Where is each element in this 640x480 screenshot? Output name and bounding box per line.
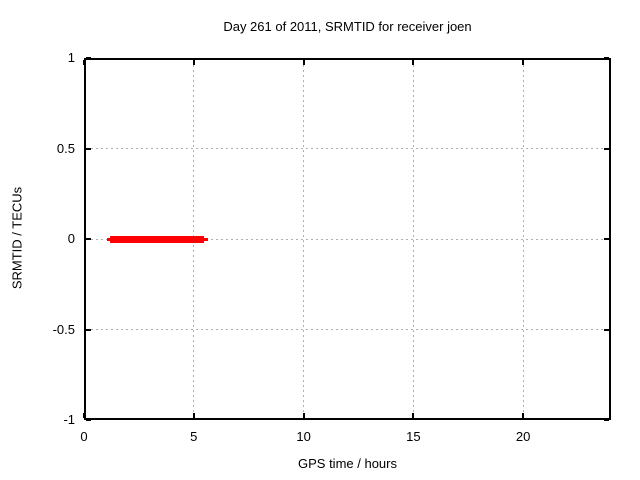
tick-mark [302, 413, 305, 418]
tick-mark [86, 328, 91, 331]
tick-mark [86, 147, 91, 150]
tick-mark [86, 238, 91, 240]
tick-mark [192, 60, 195, 65]
tick-mark [192, 413, 195, 418]
tick-mark [83, 413, 85, 418]
tick-mark [604, 147, 609, 150]
tick-mark [412, 413, 415, 418]
plot-area [84, 58, 611, 420]
tick-mark [412, 60, 415, 65]
x-tick-label: 5 [190, 429, 198, 444]
tick-mark [86, 419, 91, 421]
tick-mark [604, 238, 609, 240]
gridline-horizontal [86, 238, 609, 240]
tick-mark [604, 328, 609, 331]
tick-mark [83, 60, 85, 65]
x-tick-label: 10 [296, 429, 311, 444]
chart-title: Day 261 of 2011, SRMTID for receiver joe… [223, 19, 472, 34]
gridline-horizontal [86, 148, 609, 149]
tick-mark [522, 413, 525, 418]
tick-mark [604, 419, 609, 421]
tick-mark [86, 57, 91, 59]
y-tick-label: 0.5 [56, 140, 75, 156]
tick-mark [604, 57, 609, 59]
x-tick-label: 20 [515, 429, 531, 444]
tick-mark [522, 60, 525, 65]
x-tick-label: 0 [80, 429, 88, 444]
x-tick-label: 15 [406, 429, 421, 444]
gridline-horizontal [86, 329, 609, 330]
y-tick-label: -1 [63, 412, 75, 427]
tick-mark [302, 60, 305, 65]
y-tick-label: 1 [67, 50, 75, 65]
x-axis-label: GPS time / hours [298, 456, 397, 471]
y-tick-label: -0.5 [52, 321, 75, 337]
y-tick-label: 0 [67, 231, 75, 246]
srmtid-data-segment [110, 235, 204, 243]
